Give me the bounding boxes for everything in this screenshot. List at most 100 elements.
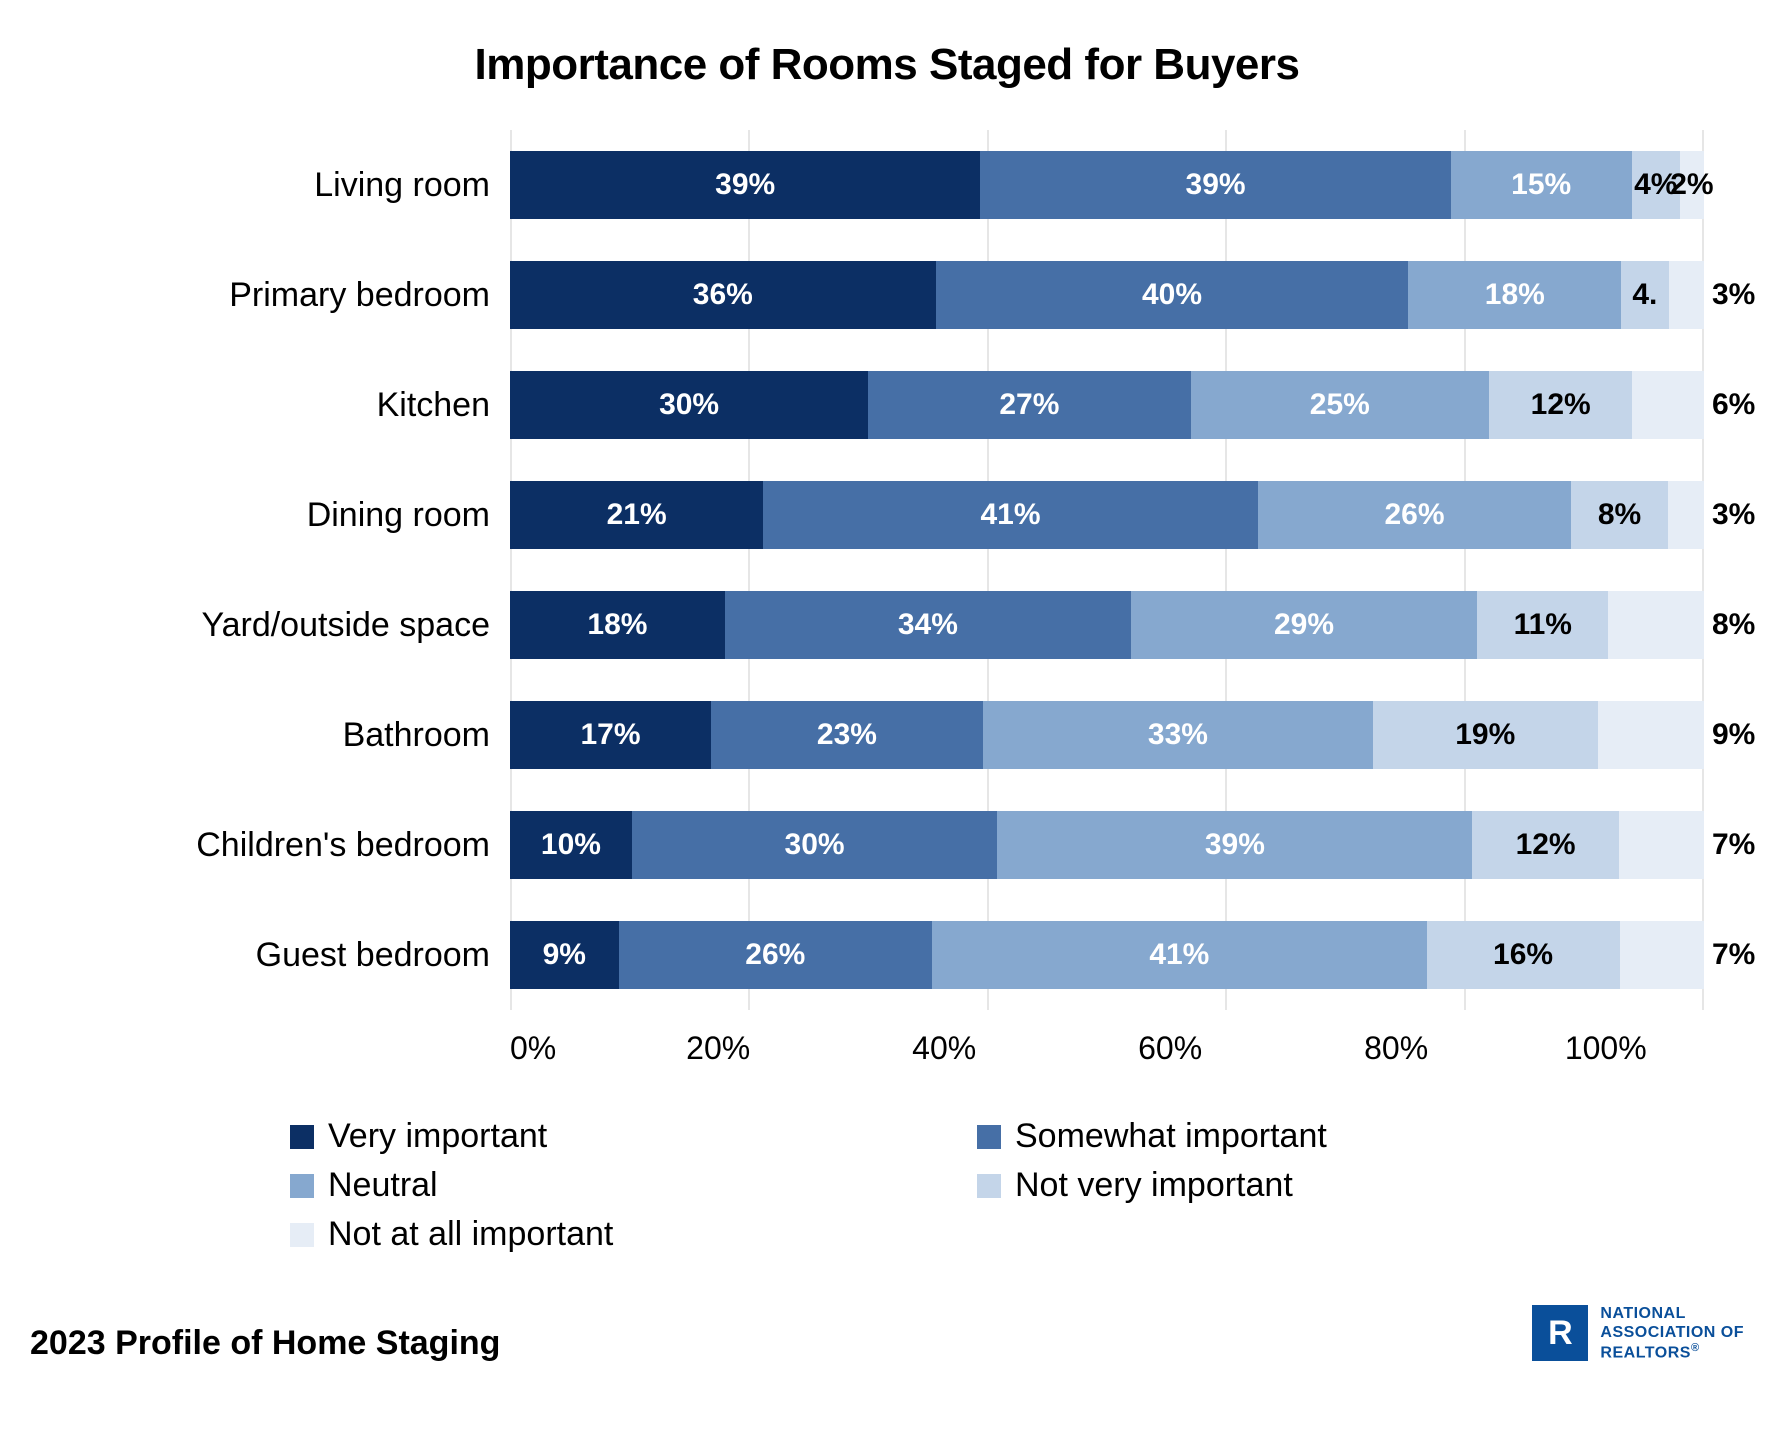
- segment-value: 27%: [999, 388, 1059, 422]
- bar-row: 39%39%15%4%2%: [510, 130, 1704, 240]
- segment-value: 21%: [607, 498, 667, 532]
- legend: Very important Somewhat important Neutral N…: [290, 1117, 1624, 1254]
- y-axis-labels: Living roomPrimary bedroomKitchenDining …: [30, 130, 510, 1010]
- category-label: Guest bedroom: [30, 900, 510, 1010]
- category-label: Living room: [30, 130, 510, 240]
- bar-segment: 30%: [632, 811, 998, 879]
- category-label: Primary bedroom: [30, 240, 510, 350]
- bar-segment: 15%: [1451, 151, 1632, 219]
- x-axis: 0%20%40%60%80%100%: [30, 1030, 1744, 1067]
- segment-value: 40%: [1142, 278, 1202, 312]
- segment-value: 36%: [693, 278, 753, 312]
- bar-segment: 27%: [868, 371, 1190, 439]
- legend-label: Somewhat important: [1015, 1117, 1327, 1156]
- segment-value: 4.: [1632, 278, 1657, 312]
- bar-segment: 9%: [1598, 701, 1704, 769]
- legend-label: Very important: [328, 1117, 547, 1156]
- segment-value: 3%: [1712, 498, 1755, 532]
- stacked-bar: 17%23%33%19%9%: [510, 701, 1704, 769]
- stacked-bar: 9%26%41%16%7%: [510, 921, 1704, 989]
- segment-value: 3%: [1712, 278, 1755, 312]
- bars: 39%39%15%4%2%36%40%18%4.3%30%27%25%12%6%…: [510, 130, 1704, 1010]
- bar-segment: 11%: [1477, 591, 1608, 659]
- legend-item: Not at all important: [290, 1215, 937, 1254]
- x-tick: 100%: [1565, 1030, 1647, 1067]
- stacked-bar: 10% 30% 39% 12% 7%: [510, 811, 1704, 879]
- segment-value: 39%: [1205, 828, 1265, 862]
- segment-value: 11%: [1514, 608, 1572, 642]
- legend-swatch: [290, 1125, 314, 1149]
- bar-segment: 16%: [1427, 921, 1620, 989]
- segment-value: 39%: [1186, 168, 1246, 202]
- segment-value: 19%: [1455, 718, 1515, 752]
- bar-segment: 7%: [1619, 811, 1704, 879]
- footer: 2023 Profile of Home Staging R NATIONAL …: [30, 1304, 1744, 1363]
- logo-text: NATIONAL ASSOCIATION OF REALTORS®: [1600, 1304, 1744, 1363]
- segment-value: 16%: [1493, 938, 1553, 972]
- segment-value: 18%: [587, 608, 647, 642]
- bar-row: 18%34%29%11%8%: [510, 570, 1704, 680]
- bar-segment: 41%: [763, 481, 1257, 549]
- legend-item: Somewhat important: [977, 1117, 1624, 1156]
- stacked-bar: 39%39%15%4%2%: [510, 151, 1704, 219]
- legend-swatch: [290, 1223, 314, 1247]
- footer-title: 2023 Profile of Home Staging: [30, 1324, 500, 1363]
- bar-segment: 33%: [983, 701, 1373, 769]
- legend-label: Neutral: [328, 1166, 438, 1205]
- segment-value: 39%: [715, 168, 775, 202]
- chart-container: Importance of Rooms Staged for Buyers Li…: [30, 40, 1744, 1363]
- bar-segment: 26%: [619, 921, 933, 989]
- bar-segment: 8%: [1608, 591, 1704, 659]
- segment-value: 15%: [1511, 168, 1571, 202]
- x-axis-ticks: 0%20%40%60%80%100%: [510, 1030, 1704, 1067]
- bar-segment: 21%: [510, 481, 763, 549]
- bar-segment: 41%: [932, 921, 1426, 989]
- legend-swatch: [290, 1174, 314, 1198]
- category-label: Bathroom: [30, 680, 510, 790]
- bar-segment: 7%: [1620, 921, 1704, 989]
- segment-value: 33%: [1148, 718, 1208, 752]
- bar-segment: 12%: [1489, 371, 1632, 439]
- bar-segment: 30%: [510, 371, 868, 439]
- bar-segment: 4.: [1621, 261, 1668, 329]
- plot-area: 39%39%15%4%2%36%40%18%4.3%30%27%25%12%6%…: [510, 130, 1704, 1010]
- bar-segment: 3%: [1669, 261, 1704, 329]
- chart-title: Importance of Rooms Staged for Buyers: [30, 40, 1744, 90]
- bar-segment: 36%: [510, 261, 936, 329]
- segment-value: 25%: [1310, 388, 1370, 422]
- bar-segment: 3%: [1668, 481, 1704, 549]
- segment-value: 8%: [1598, 498, 1641, 532]
- segment-value: 10%: [541, 828, 601, 862]
- bar-segment: 8%: [1571, 481, 1667, 549]
- segment-value: 26%: [745, 938, 805, 972]
- bar-row: 36%40%18%4.3%: [510, 240, 1704, 350]
- segment-value: 23%: [817, 718, 877, 752]
- segment-value: 34%: [898, 608, 958, 642]
- stacked-bar: 36%40%18%4.3%: [510, 261, 1704, 329]
- x-tick: 20%: [686, 1030, 750, 1067]
- segment-value: 2%: [1670, 168, 1713, 202]
- bar-segment: 18%: [510, 591, 725, 659]
- bar-segment: 40%: [936, 261, 1409, 329]
- segment-value: 6%: [1712, 388, 1755, 422]
- x-tick: 40%: [912, 1030, 976, 1067]
- segment-value: 12%: [1531, 388, 1591, 422]
- legend-swatch: [977, 1125, 1001, 1149]
- bar-segment: 2%: [1680, 151, 1704, 219]
- legend-label: Not very important: [1015, 1166, 1293, 1205]
- segment-value: 8%: [1712, 608, 1755, 642]
- legend-swatch: [977, 1174, 1001, 1198]
- segment-value: 12%: [1516, 828, 1576, 862]
- legend-item: Not very important: [977, 1166, 1624, 1205]
- segment-value: 7%: [1712, 938, 1755, 972]
- segment-value: 41%: [980, 498, 1040, 532]
- segment-value: 41%: [1149, 938, 1209, 972]
- bar-segment: 39%: [997, 811, 1472, 879]
- x-tick: 0%: [510, 1030, 556, 1067]
- bar-segment: 26%: [1258, 481, 1572, 549]
- bar-segment: 34%: [725, 591, 1131, 659]
- bar-row: 10% 30% 39% 12% 7%: [510, 790, 1704, 900]
- bar-segment: 39%: [980, 151, 1450, 219]
- bar-row: 9%26%41%16%7%: [510, 900, 1704, 1010]
- bar-segment: 39%: [510, 151, 980, 219]
